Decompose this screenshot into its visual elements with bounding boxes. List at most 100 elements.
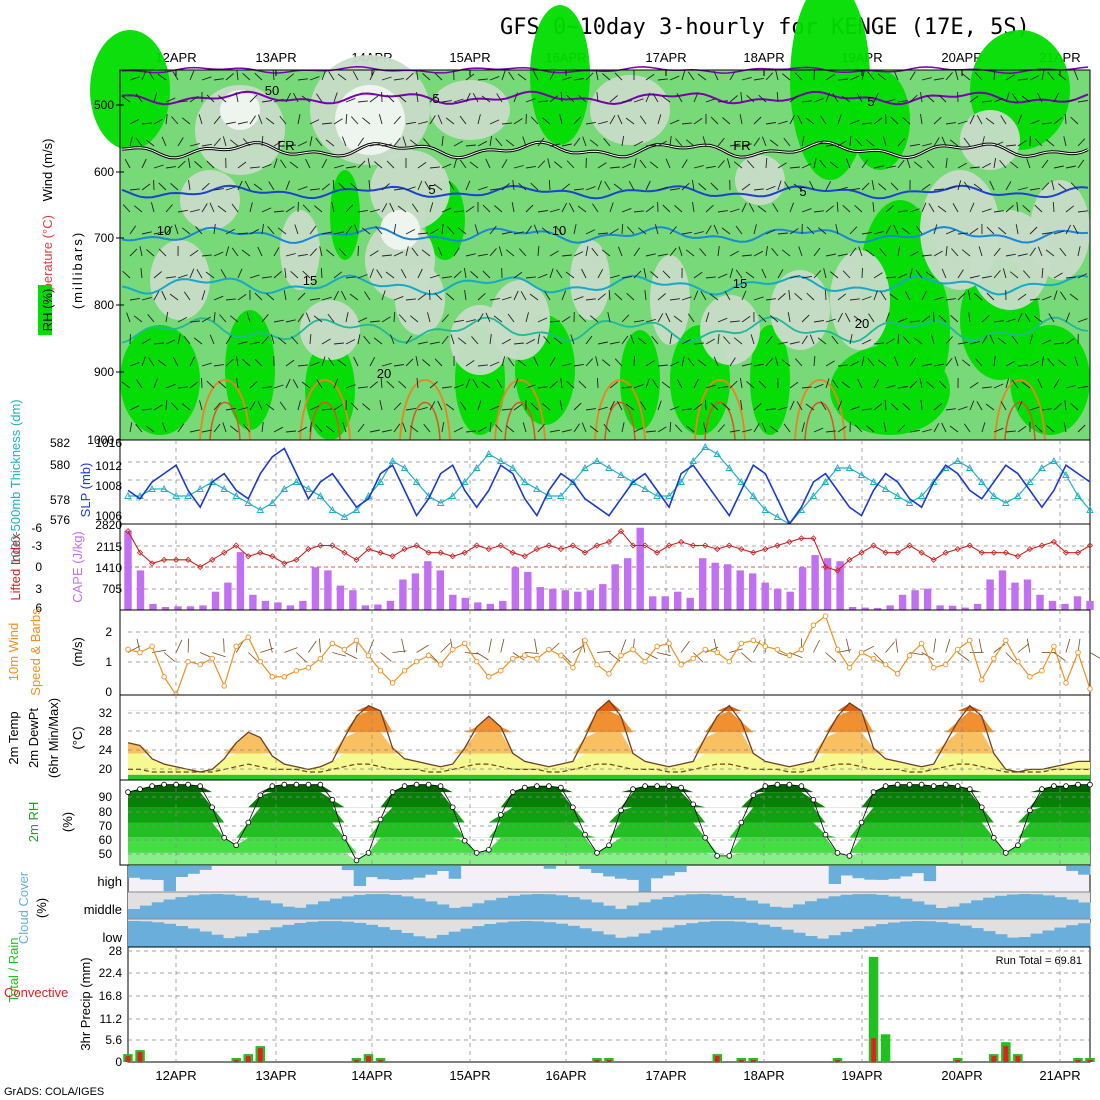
upper-wind-barb <box>1077 210 1088 213</box>
rh-point <box>810 796 817 803</box>
upper-wind-barb <box>1070 182 1079 191</box>
rh-point <box>233 842 240 849</box>
upper-wind-barb <box>501 70 506 81</box>
upper-wind-barb <box>569 202 575 213</box>
upper-wind-barb <box>705 384 716 389</box>
upper-wind-barb <box>328 71 335 81</box>
cape-bar <box>1023 579 1032 610</box>
rh-point <box>461 837 468 844</box>
upper-wind-barb <box>537 100 548 103</box>
upper-wind-barb <box>219 314 227 323</box>
upper-wind-barb <box>206 160 215 169</box>
upper-wind-barb <box>213 115 221 125</box>
upper-wind-barb <box>153 118 163 125</box>
cloud-low-bar <box>329 921 343 947</box>
upper-wind-barb <box>909 143 920 147</box>
wind10-point <box>257 658 264 665</box>
upper-wind-barb <box>213 188 224 191</box>
upper-wind-barb <box>873 117 883 125</box>
upper-wind-barb <box>920 92 923 103</box>
wind10-point <box>858 649 865 656</box>
li-point <box>413 542 420 549</box>
cloud-low-bar <box>911 921 925 947</box>
upper-wind-barb <box>602 359 611 367</box>
cape-bar <box>636 527 644 610</box>
upper-wind-barb <box>1029 406 1040 411</box>
upper-wind-barb <box>657 293 666 301</box>
upper-wind-barb <box>861 182 870 191</box>
upper-wind-barb <box>363 335 371 345</box>
upper-wind-barb <box>657 186 668 191</box>
upper-wind-barb <box>417 232 428 235</box>
upper-wind-barb <box>225 186 236 191</box>
cloud-panel: Cloud Cover (%) high middle low <box>16 864 1091 948</box>
upper-wind-barb <box>177 317 188 323</box>
rh2m-tick: 60 <box>99 833 113 847</box>
cloud-middle-bar <box>1078 902 1091 919</box>
thickness-point <box>1050 457 1058 464</box>
upper-wind-barb <box>1017 253 1028 257</box>
ylabel-wind: Wind (m/s) <box>40 139 55 202</box>
upper-wind-barb <box>153 231 164 235</box>
upper-wind-barb <box>357 245 359 257</box>
upper-wind-barb <box>854 138 863 147</box>
upper-wind-barb <box>225 121 236 125</box>
upper-wind-barb <box>525 225 532 235</box>
upper-wind-barb <box>957 341 968 345</box>
temp2m-tick: 20 <box>99 762 113 776</box>
rh-point <box>654 783 660 789</box>
upper-wind-barb <box>1048 313 1055 323</box>
upper-wind-barb <box>669 226 677 235</box>
upper-wind-barb <box>921 77 932 81</box>
upper-wind-barb <box>345 312 349 323</box>
upper-wind-barb <box>783 137 791 147</box>
upper-wind-barb <box>722 402 731 411</box>
cloud-high-bar <box>377 866 390 880</box>
cloud-low-bar <box>959 925 972 947</box>
upper-wind-barb <box>873 272 883 279</box>
upper-wind-barb <box>141 338 151 345</box>
cloud-low-bar <box>864 926 877 947</box>
top-date-label: 15APR <box>449 50 490 65</box>
cape-bar <box>936 605 944 610</box>
upper-wind-barb <box>477 313 484 323</box>
upper-wind-barb <box>277 227 287 235</box>
cloud-low-bar <box>1078 923 1091 947</box>
upper-wind-barb <box>861 70 865 81</box>
upper-wind-barb <box>177 160 186 169</box>
wind10-point <box>786 652 793 659</box>
upper-wind-barb <box>665 158 671 169</box>
upper-wind-barb <box>614 72 623 81</box>
cape-bar <box>1073 596 1082 610</box>
upper-wind-barb <box>801 386 812 389</box>
li-line <box>127 530 1091 572</box>
upper-wind-barb <box>809 334 815 345</box>
upper-wind-barb <box>129 136 133 147</box>
cloud-low-bar <box>365 924 378 947</box>
upper-wind-barb <box>1077 424 1086 433</box>
upper-wind-barb <box>889 293 899 301</box>
wind10-barb <box>512 652 525 661</box>
cape-bar <box>524 571 532 610</box>
upper-wind-barb <box>341 136 347 147</box>
cape-bar <box>474 602 482 610</box>
li-point <box>870 542 877 549</box>
slp-tick: 1012 <box>95 459 122 473</box>
upper-wind-barb <box>1073 70 1079 81</box>
upper-wind-barb <box>309 361 320 367</box>
upper-wind-barb <box>633 270 642 279</box>
precip-convective-bar <box>991 1056 997 1062</box>
isotherm-25 <box>399 379 451 441</box>
upper-wind-barb <box>674 205 683 213</box>
isotherm-15 <box>121 274 1089 296</box>
upper-wind-barb <box>189 209 200 213</box>
upper-wind-barb <box>957 162 967 169</box>
upper-wind-barb <box>505 425 515 433</box>
upper-wind-barb <box>868 313 875 323</box>
upper-wind-barb <box>713 224 719 235</box>
li-point <box>329 542 336 549</box>
rh-point <box>293 781 300 788</box>
upper-wind-barb <box>1024 313 1031 323</box>
